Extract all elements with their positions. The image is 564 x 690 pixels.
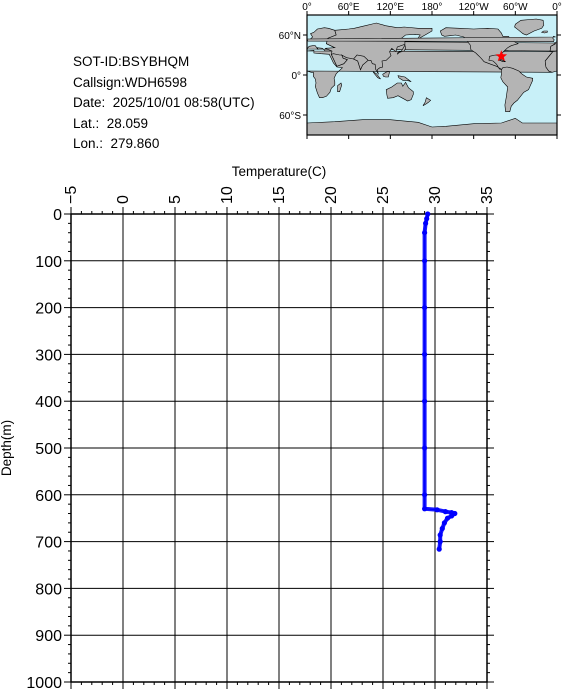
- map-lon-label: 60°E: [338, 2, 360, 13]
- sumatra-landmass: [372, 71, 381, 80]
- x-tick-label: −5: [63, 186, 80, 204]
- y-tick-label: 1000: [26, 675, 62, 690]
- india-landmass: [353, 54, 369, 71]
- float-info-panel: SOT-ID:BSYBHQM Callsign:WDH6598 Date: 20…: [73, 52, 255, 155]
- plot-frame: [70, 213, 488, 683]
- africa-landmass-west: [544, 50, 558, 73]
- y-tick-label: 600: [35, 488, 62, 505]
- profile-series-line: [424, 213, 457, 550]
- x-tick-label: 20: [323, 186, 340, 204]
- y-tick-label: 0: [53, 207, 62, 224]
- y-axis-title: Depth(m): [0, 420, 14, 476]
- x-tick-label: 25: [375, 186, 392, 204]
- profile-series-trace: [422, 212, 457, 552]
- greenland-landmass: [514, 18, 545, 36]
- south-america-landmass: [500, 66, 533, 112]
- new-zealand-landmass: [422, 97, 432, 106]
- y-tick-label: 700: [35, 535, 62, 552]
- map-lat-label: 60°N: [279, 31, 301, 42]
- y-tick-label: 100: [35, 254, 62, 271]
- australia-landmass: [385, 81, 414, 102]
- asia-landmass: [324, 22, 433, 75]
- map-lon-label: 120°E: [377, 2, 405, 13]
- x-tick-label: 35: [479, 186, 496, 204]
- date-text: Date: 2025/10/01 08:58(UTC): [73, 95, 255, 110]
- sot-id-text: SOT-ID:BSYBHQM: [73, 54, 190, 69]
- world-location-map: 0° 60°E 120°E 180° 120°W 60°W 0° 60°N 0° 60°S: [279, 2, 562, 139]
- x-tick-label: 15: [271, 186, 288, 204]
- new-guinea-landmass: [397, 75, 412, 82]
- x-tick-label: 0: [115, 195, 132, 204]
- y-tick-label: 900: [35, 628, 62, 645]
- latitude-text: Lat.: 28.059: [73, 115, 149, 131]
- madagascar-landmass: [337, 82, 343, 92]
- cuba-landmass: [497, 59, 506, 62]
- map-lat-label: 0°: [291, 71, 301, 82]
- map-lon-label: 60°W: [503, 2, 528, 13]
- longitude-text: Lon.: 279.860: [73, 136, 160, 151]
- borneo-landmass: [382, 71, 390, 78]
- y-tick-label: 300: [35, 347, 62, 364]
- y-tick-label: 800: [35, 581, 62, 598]
- y-tick-label: 500: [35, 441, 62, 458]
- map-lon-label: 0°: [302, 2, 312, 13]
- y-tick-label: 200: [35, 301, 62, 318]
- iceland-landmass: [540, 30, 548, 34]
- map-lon-label: 120°W: [459, 2, 490, 13]
- location-marker-icon: [495, 50, 508, 62]
- map-lon-label: 0°: [552, 2, 562, 13]
- arabia-landmass: [330, 53, 348, 67]
- x-tick-label: 10: [219, 186, 236, 204]
- callsign-text: Callsign:WDH6598: [73, 74, 188, 90]
- x-tick-label: 30: [427, 186, 444, 204]
- map-lat-label: 60°S: [279, 111, 301, 122]
- japan-landmass: [397, 44, 406, 55]
- y-tick-label: 400: [35, 394, 62, 411]
- x-axis-title: Temperature(C): [232, 164, 327, 179]
- x-tick-label: 5: [167, 195, 184, 204]
- map-lon-label: 180°: [422, 2, 443, 13]
